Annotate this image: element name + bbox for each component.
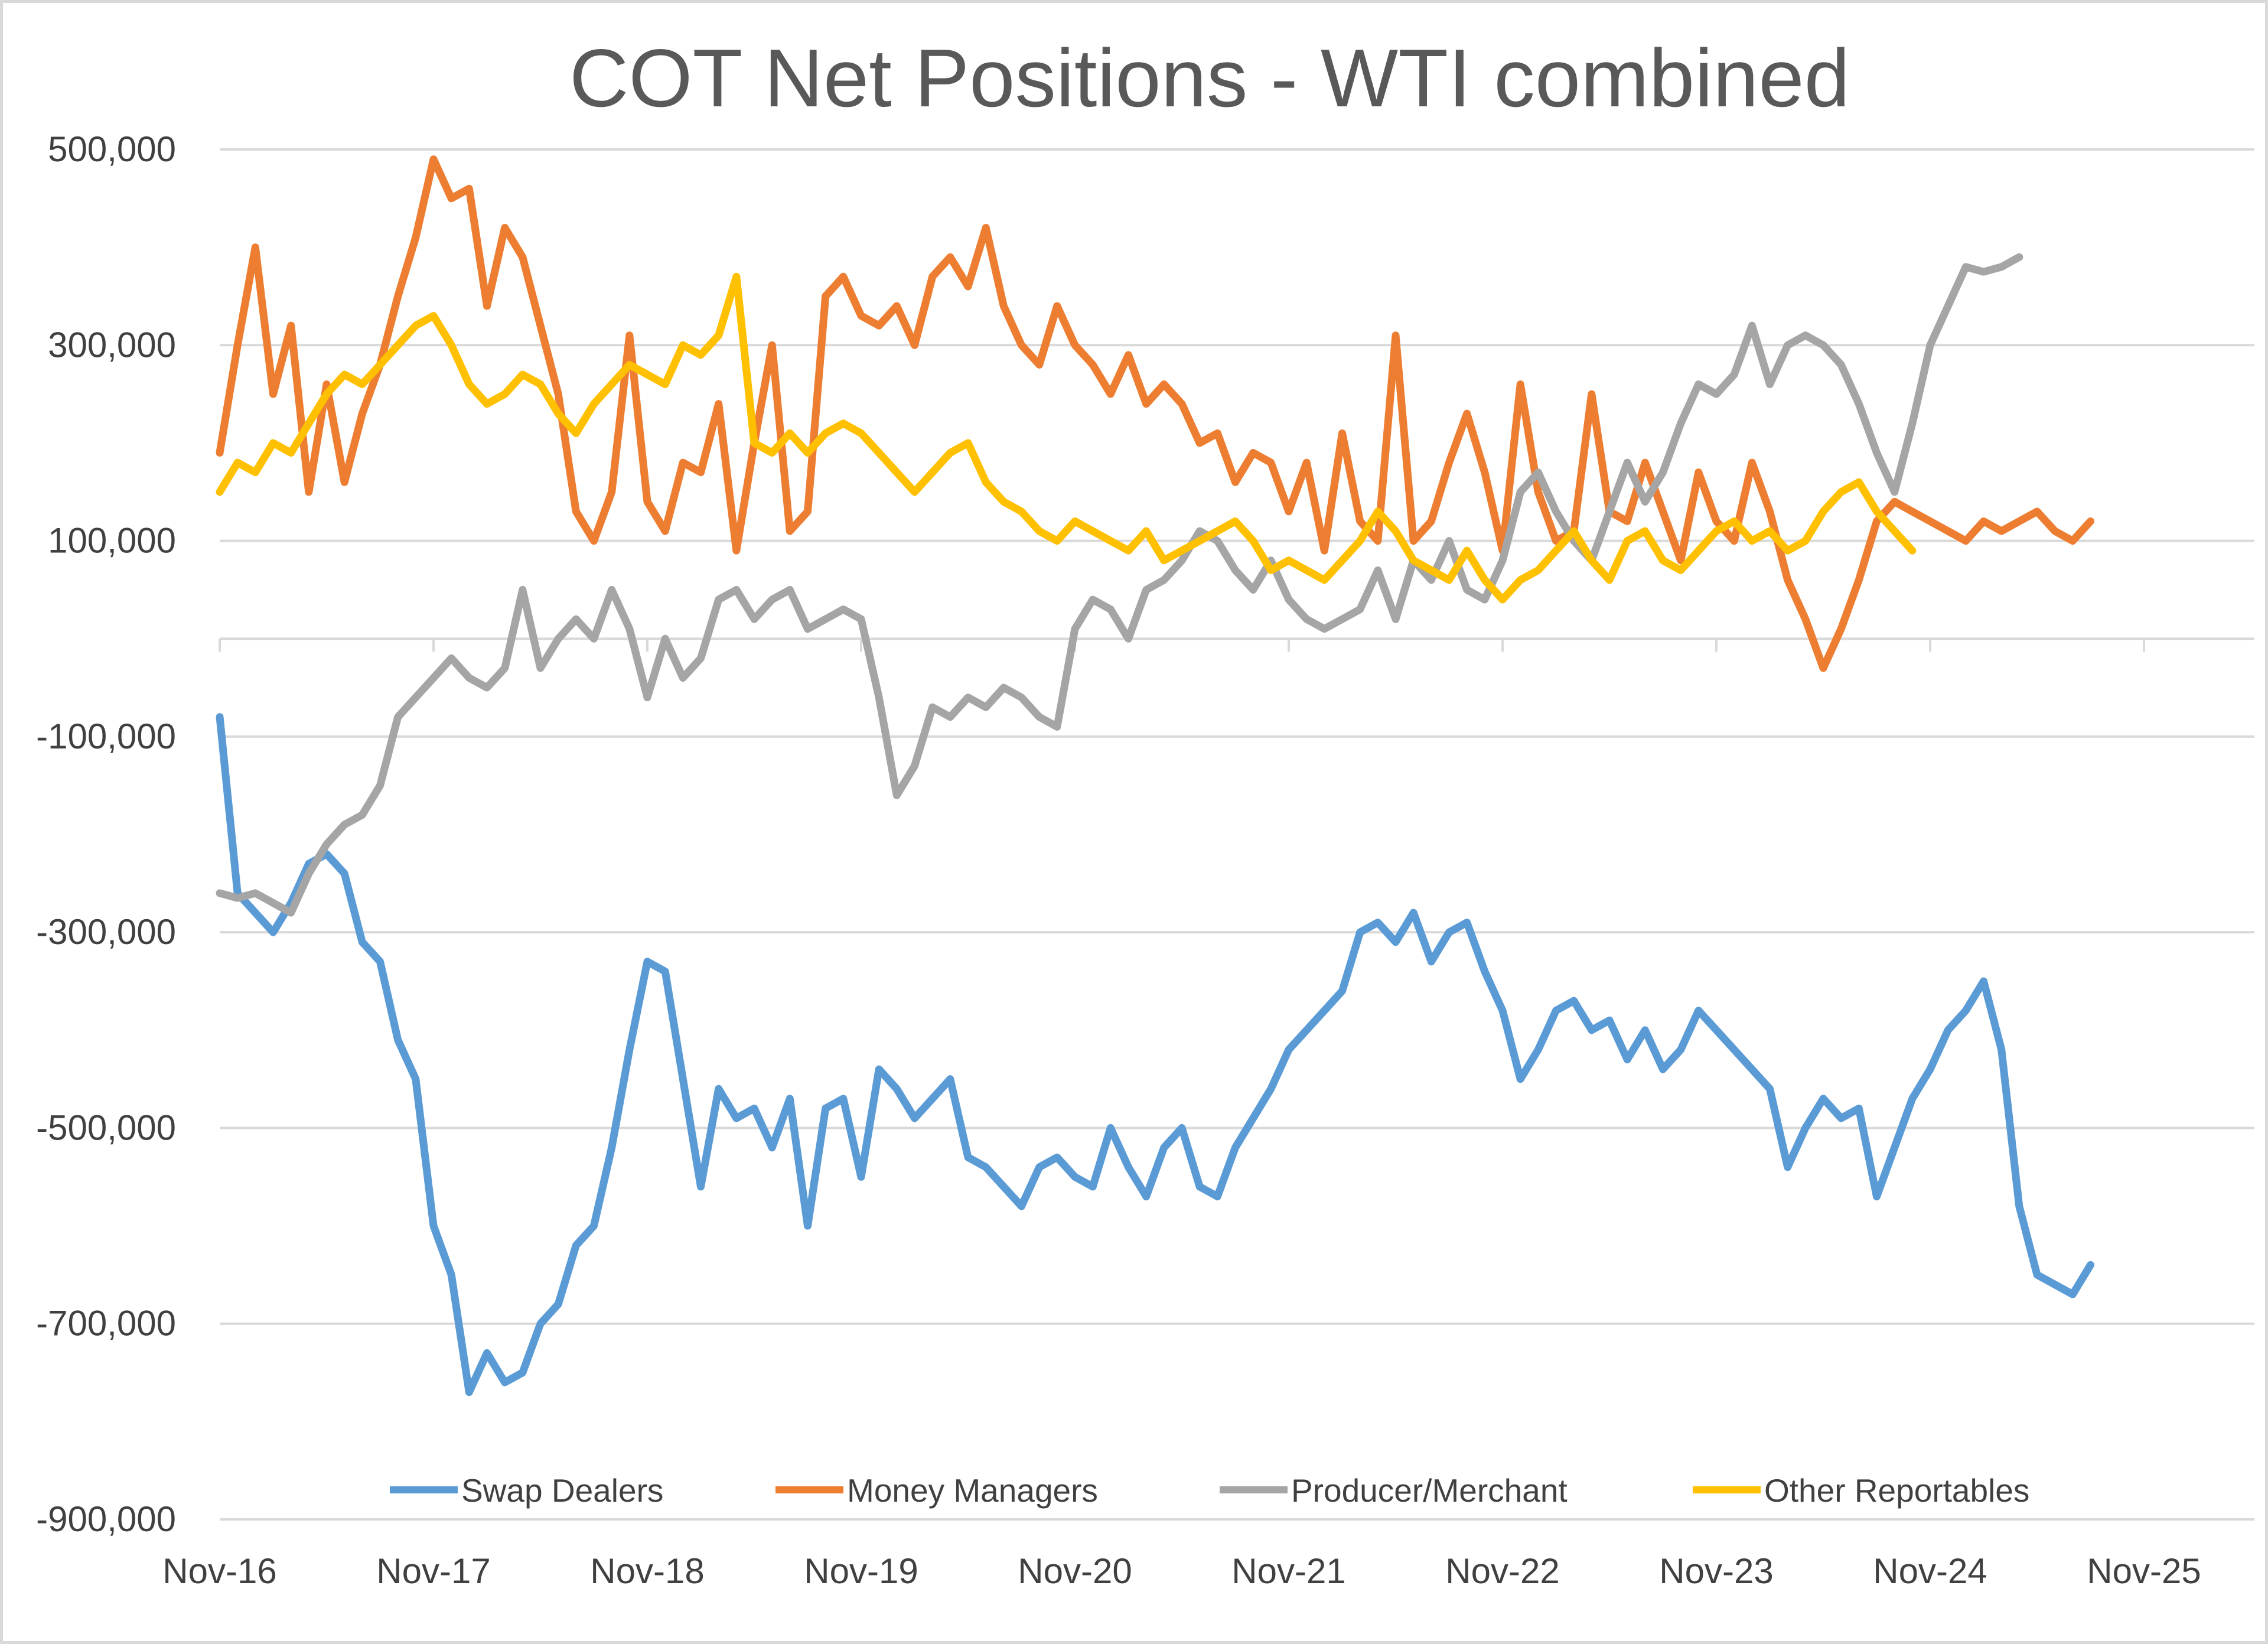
y-tick-label: -900,000 [36,1499,176,1539]
y-tick-label: -300,000 [36,912,176,952]
series-line [216,713,2094,1397]
chart-title: COT Net Positions - WTI combined [569,32,1850,124]
x-tick-label: Nov-20 [1018,1551,1132,1591]
y-tick-label: -100,000 [36,717,176,756]
series-line [216,272,1917,604]
y-tick-label: -700,000 [36,1304,176,1343]
series-line [216,155,2094,672]
series-line [216,253,2023,917]
legend-label: Swap Dealers [461,1472,663,1509]
x-tick-label: Nov-24 [1873,1551,1987,1591]
legend: Swap Dealers Money Managers Producer/Merch… [390,1472,2029,1509]
x-tick-label: Nov-25 [2087,1551,2201,1591]
y-tick-label: 300,000 [48,325,176,364]
x-tick-label: Nov-21 [1231,1551,1345,1591]
y-tick-label: 100,000 [48,521,176,561]
axes: 500,000 300,000 100,000 -100,000 -300,000 -50… [36,129,2254,1591]
x-tick-label: Nov-18 [590,1551,704,1591]
legend-label: Money Managers [847,1472,1098,1509]
x-tick-label: Nov-22 [1445,1551,1559,1591]
x-tick-label: Nov-17 [376,1551,490,1591]
y-tick-label: -500,000 [36,1108,176,1147]
chart-canvas: COT Net Positions - WTI combined 500,000… [36,32,2254,1591]
y-tick-label: 500,000 [48,129,176,169]
series-lines [216,155,2094,1397]
x-tick-label: Nov-19 [804,1551,918,1591]
x-tick-label: Nov-16 [162,1551,276,1591]
gridlines [220,148,2254,1521]
legend-label: Producer/Merchant [1291,1472,1568,1509]
x-tick-label: Nov-23 [1659,1551,1773,1591]
legend-label: Other Reportables [1764,1472,2029,1509]
